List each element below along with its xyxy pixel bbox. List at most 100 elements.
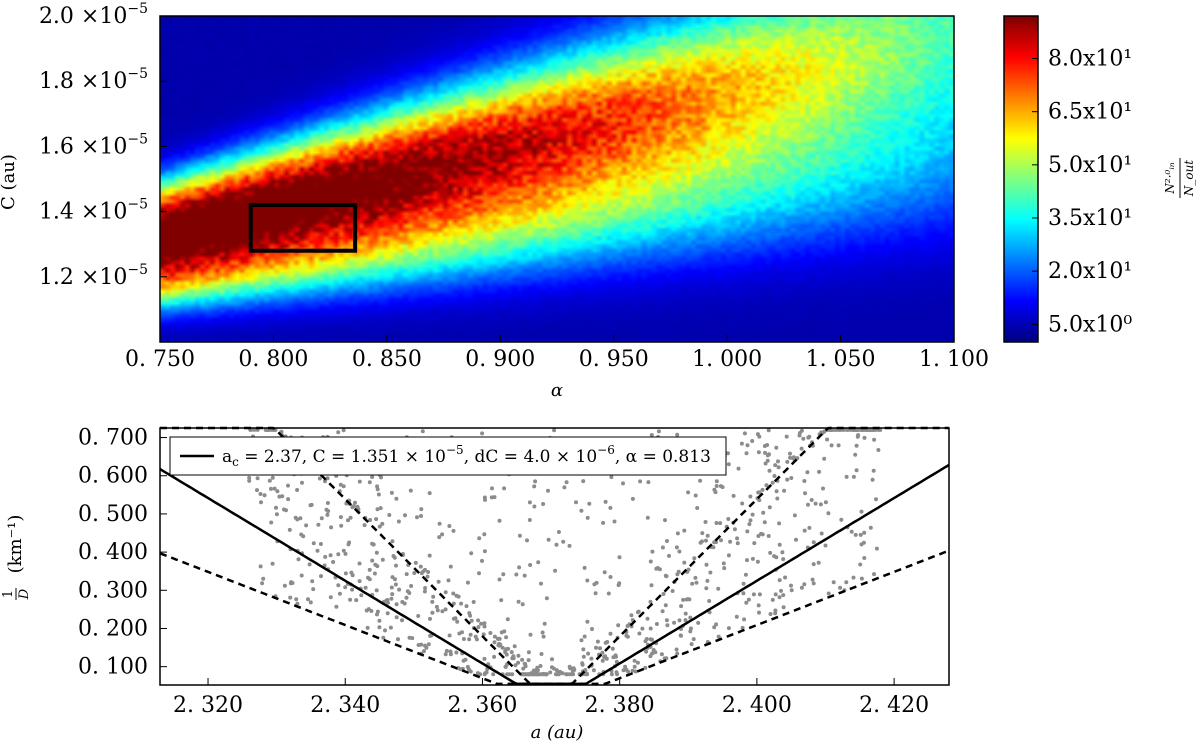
scatter-point [657, 567, 662, 572]
scatter-point [600, 650, 605, 655]
scatter-point [419, 642, 424, 647]
scatter-point [822, 429, 827, 434]
scatter-point [448, 564, 453, 569]
scatter-point [404, 595, 409, 600]
scatter-point [447, 524, 452, 528]
scatter-point [829, 443, 834, 448]
scatter-point [683, 618, 688, 623]
x-axis-label-bottom: a (au) [531, 722, 584, 743]
scatter-point [366, 575, 370, 580]
scatter-point [506, 646, 511, 651]
scatter-point [585, 515, 590, 520]
scatter-point [745, 558, 749, 563]
scatter-point [683, 611, 688, 616]
scatter-point [325, 476, 330, 481]
scatter-point [348, 515, 353, 520]
colorbar-label: N²·⁰ᵢₙ N_out [1163, 158, 1196, 198]
scatter-point [726, 553, 731, 558]
scatter-point [602, 570, 607, 575]
scatter-point [404, 572, 409, 577]
scatter-point [660, 609, 665, 614]
scatter-point [862, 435, 867, 440]
scatter-point [735, 536, 740, 541]
heatmap-plot: 0. 750 0. 800 0. 850 0. 900 0. 950 1. 000 1. 0… [0, 1, 989, 401]
scatter-point [682, 560, 687, 565]
legend-box [169, 436, 727, 476]
scatter-point [610, 646, 615, 651]
scatter-point [586, 651, 591, 656]
scatter-point [247, 475, 252, 480]
scatter-point [693, 493, 698, 498]
scatter-point [822, 456, 827, 461]
scatter-point [617, 555, 622, 560]
scatter-point [353, 500, 357, 505]
x-tick-label: 0. 800 [238, 347, 308, 372]
scatter-point [605, 640, 610, 644]
scatter-point [765, 453, 770, 458]
scatter-point [475, 671, 480, 676]
legend-text: ac = 2.37, C = 1.351 × 10−5, dC = 4.0 × … [222, 443, 711, 469]
scatter-point [533, 479, 538, 484]
scatter-point [362, 523, 367, 528]
model-line-outer [159, 549, 950, 686]
scatter-point [435, 608, 440, 613]
scatter-point [674, 545, 679, 550]
scatter-point [370, 558, 375, 563]
scatter-point [581, 647, 586, 652]
scatter-point [427, 553, 432, 558]
scatter-point [803, 491, 807, 496]
scatter-point [394, 602, 399, 607]
scatter-point [269, 520, 274, 525]
scatter-point [781, 593, 786, 598]
scatter-point [374, 588, 379, 593]
scatter-point [858, 532, 863, 537]
scatter-point [767, 505, 772, 510]
scatter-point [556, 671, 561, 676]
scatter-point [838, 585, 843, 590]
scatter-point [747, 522, 752, 527]
scatter-point [343, 571, 348, 576]
scatter-point [451, 616, 456, 621]
scatter-point [546, 537, 551, 542]
scatter-point [714, 521, 719, 525]
scatter-point [663, 518, 667, 523]
scatter-point [704, 562, 709, 567]
scatter-point [643, 665, 648, 670]
scatter-point [764, 483, 769, 488]
scatter-point [766, 534, 771, 538]
scatter-point [686, 567, 691, 572]
scatter-point [633, 669, 638, 674]
scatter-point [704, 586, 709, 591]
scatter-point [499, 598, 504, 603]
scatter-point [818, 502, 823, 507]
scatter-point [726, 451, 730, 456]
x-tick-label: 0. 950 [579, 347, 649, 372]
scatter-point [677, 549, 682, 554]
scatter-point [732, 527, 737, 532]
scatter-point [626, 669, 631, 674]
scatter-point [797, 431, 802, 435]
scatter-point [768, 550, 773, 555]
scatter-point [503, 650, 508, 655]
scatter-point [325, 501, 330, 505]
scatter-point [735, 541, 740, 546]
scatter-point [377, 618, 382, 623]
scatter-point [394, 563, 398, 568]
scatter-point [300, 480, 304, 485]
scatter-point [380, 521, 385, 526]
scatter-point [648, 654, 653, 659]
scatter-point [844, 474, 849, 479]
scatter-point [648, 637, 653, 642]
scatter-point [675, 531, 680, 536]
scatter-point [721, 561, 726, 566]
scatter-point [765, 443, 770, 447]
scatter-point [522, 573, 527, 578]
scatter-point [550, 657, 554, 662]
scatter-point [650, 549, 655, 554]
scatter-point [431, 594, 436, 599]
scatter-point [739, 441, 744, 446]
scatter-point [259, 500, 263, 505]
scatter-point [389, 490, 394, 495]
scatter-point [306, 597, 310, 602]
scatter-point [601, 520, 606, 525]
